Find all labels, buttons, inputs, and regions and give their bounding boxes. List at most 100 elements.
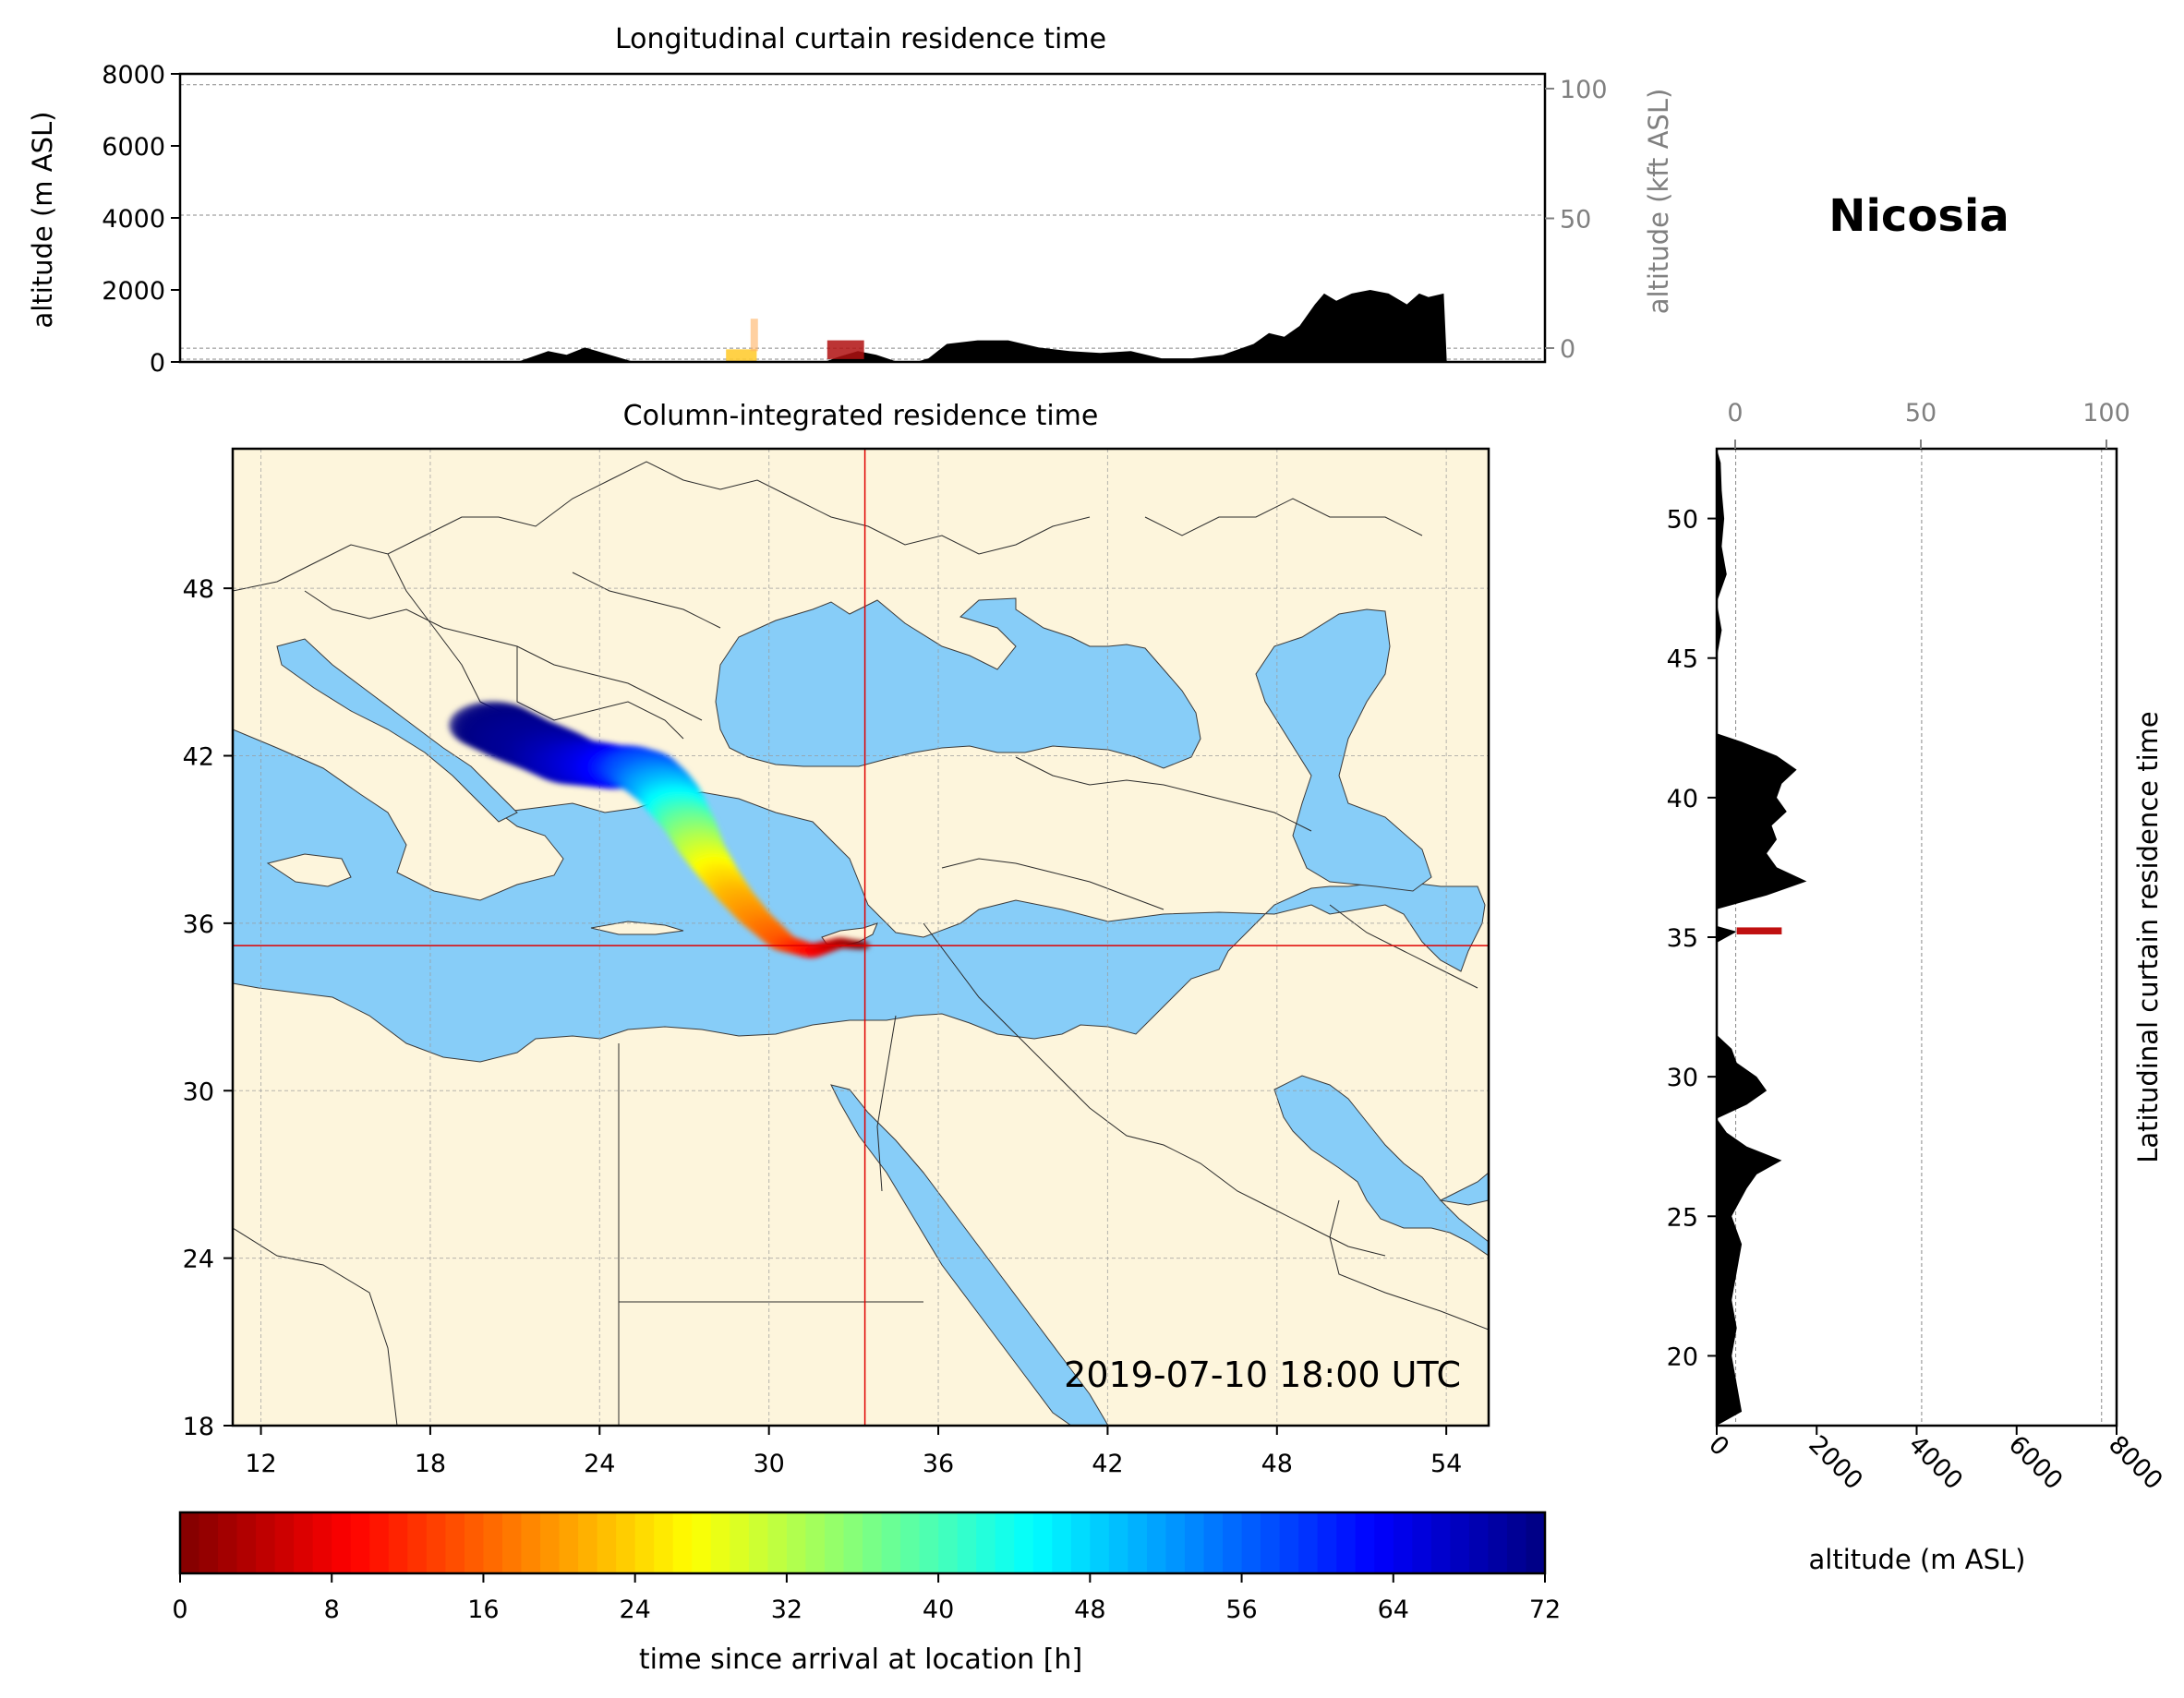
map-ytick-label: 24 xyxy=(183,1246,214,1274)
colorbar-step xyxy=(748,1512,768,1573)
right-xtick-top-label: 100 xyxy=(2082,399,2130,428)
colorbar-step xyxy=(1261,1512,1281,1573)
right-xtick-top-label: 0 xyxy=(1727,399,1743,428)
colorbar-tick-label: 24 xyxy=(619,1596,650,1624)
colorbar-tick-label: 72 xyxy=(1529,1596,1561,1624)
colorbar-step xyxy=(1032,1512,1053,1573)
top-ytick-label: 6000 xyxy=(102,133,165,162)
colorbar-ticks: 0 8 16 24 32 40 48 56 64 72 xyxy=(172,1573,1561,1624)
map-panel-title: Column-integrated residence time xyxy=(623,400,1099,432)
top-ytick-right-label: 0 xyxy=(1560,335,1575,364)
colorbar-step xyxy=(634,1512,655,1573)
colorbar-step xyxy=(1052,1512,1072,1573)
colorbar-step xyxy=(843,1512,863,1573)
map-ytick-label: 42 xyxy=(183,743,214,772)
right-ytick-label: 50 xyxy=(1667,506,1698,535)
crete xyxy=(590,921,684,935)
right-gridlines xyxy=(1735,449,2103,1426)
top-y-ticks-right: 0 50 100 xyxy=(1545,76,1608,364)
red-sea xyxy=(830,1084,1109,1426)
sicily xyxy=(266,853,352,887)
colorbar-step xyxy=(464,1512,485,1573)
colorbar-step xyxy=(995,1512,1015,1573)
colorbar-step xyxy=(388,1512,408,1573)
top-terrain-profile xyxy=(180,290,1545,362)
colorbar-tick-label: 8 xyxy=(324,1596,340,1624)
colorbar-step xyxy=(597,1512,617,1573)
colorbar-step xyxy=(236,1512,257,1573)
map-x-ticks: 12 18 24 30 36 42 48 54 xyxy=(245,1426,1462,1478)
colorbar-step xyxy=(407,1512,428,1573)
top-terrain-area xyxy=(180,290,1545,362)
map-xtick-label: 36 xyxy=(923,1450,954,1478)
persian-gulf xyxy=(1273,1075,1489,1257)
right-xtick-label: 4000 xyxy=(1903,1430,1969,1496)
colorbar-step xyxy=(616,1512,636,1573)
colorbar-frame xyxy=(178,1511,1547,1575)
border-lines xyxy=(233,461,1489,1426)
map-xtick-label: 24 xyxy=(584,1450,615,1478)
top-ytick-label: 8000 xyxy=(102,61,165,90)
map-ytick-label: 48 xyxy=(183,575,214,604)
station-crosshair xyxy=(233,449,1489,1426)
map-xtick-label: 30 xyxy=(753,1450,784,1478)
map-frame xyxy=(231,447,1490,1427)
map-xtick-label: 12 xyxy=(245,1450,276,1478)
colorbar-step xyxy=(1412,1512,1432,1573)
colorbar-tick-label: 48 xyxy=(1074,1596,1105,1624)
colorbar-step xyxy=(881,1512,901,1573)
colorbar-step xyxy=(350,1512,370,1573)
colorbar-step xyxy=(180,1512,200,1573)
colorbar-label: time since arrival at location [h] xyxy=(639,1644,1082,1676)
colorbar-step xyxy=(332,1512,352,1573)
colorbar-step xyxy=(483,1512,503,1573)
right-plume-marks xyxy=(1736,927,1782,934)
map-xtick-label: 54 xyxy=(1430,1450,1462,1478)
right-x-ticks: 0 2000 4000 6000 8000 xyxy=(1703,1426,2168,1496)
longitudinal-curtain-panel: Longitudinal curtain residence time 0 200… xyxy=(27,23,1674,378)
colorbar-step xyxy=(1298,1512,1319,1573)
right-ytick-label: 40 xyxy=(1667,785,1698,813)
colorbar-step xyxy=(1184,1512,1205,1573)
colorbar-step xyxy=(294,1512,314,1573)
map-ytick-label: 18 xyxy=(183,1413,214,1441)
colorbar-step xyxy=(1146,1512,1167,1573)
colorbar-tick-label: 56 xyxy=(1225,1596,1257,1624)
colorbar-step xyxy=(1241,1512,1261,1573)
colorbar-step xyxy=(900,1512,921,1573)
top-ylabel: altitude (m ASL) xyxy=(27,112,58,329)
colorbar-step xyxy=(654,1512,674,1573)
colorbar-step xyxy=(1468,1512,1490,1573)
colorbar-step xyxy=(1223,1512,1243,1573)
colorbar-tick-label: 16 xyxy=(467,1596,499,1624)
top-ytick-right-label: 50 xyxy=(1560,206,1591,235)
adriatic-sea xyxy=(276,638,518,823)
colorbar-step xyxy=(369,1512,390,1573)
map-xtick-label: 48 xyxy=(1261,1450,1293,1478)
colorbar-step xyxy=(957,1512,977,1573)
colorbar-step xyxy=(938,1512,959,1573)
map-y-ticks: 18 24 30 36 42 48 xyxy=(183,575,233,1441)
top-plume-mark xyxy=(726,349,757,362)
top-plume-mark xyxy=(827,340,864,359)
colorbar-tick-label: 0 xyxy=(172,1596,187,1624)
right-ytick-label: 20 xyxy=(1667,1343,1698,1371)
top-ytick-right-label: 100 xyxy=(1560,76,1608,104)
map-xtick-label: 18 xyxy=(415,1450,446,1478)
colorbar-tick-label: 40 xyxy=(923,1596,954,1624)
caspian-sea xyxy=(1255,608,1432,892)
colorbar-step xyxy=(824,1512,845,1573)
colorbar-step xyxy=(445,1512,465,1573)
colorbar-step xyxy=(1336,1512,1357,1573)
colorbar-step xyxy=(501,1512,523,1573)
colorbar-step xyxy=(218,1512,238,1573)
colorbar-step xyxy=(256,1512,276,1573)
colorbar-step xyxy=(976,1512,996,1573)
top-ytick-label: 0 xyxy=(150,349,165,378)
colorbar-step xyxy=(312,1512,332,1573)
colorbar-step xyxy=(672,1512,693,1573)
colorbar-step xyxy=(919,1512,939,1573)
colorbar-step xyxy=(1374,1512,1394,1573)
right-y-ticks: 20 25 30 35 40 45 50 xyxy=(1667,506,1717,1371)
colorbar-step xyxy=(1203,1512,1224,1573)
